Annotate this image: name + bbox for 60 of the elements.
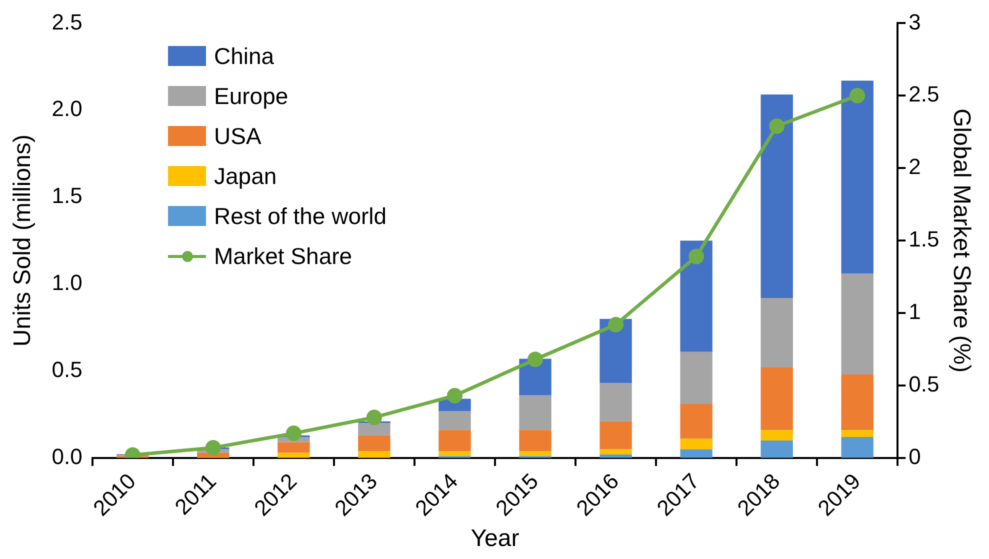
y-tick-label: 2.0 (52, 96, 82, 122)
bar (841, 430, 874, 438)
bar (760, 368, 793, 430)
bar (600, 449, 632, 454)
legend-label: China (214, 42, 274, 70)
bar (600, 383, 632, 422)
bar (841, 374, 874, 430)
y-tick-label: 0.0 (52, 444, 82, 469)
bar (841, 437, 874, 458)
legend-label: Rest of the world (214, 202, 387, 230)
point (205, 440, 221, 456)
bar (680, 240, 712, 352)
bar (519, 395, 552, 430)
bar (519, 450, 552, 456)
bar (438, 410, 471, 430)
bar (760, 298, 793, 368)
y2-tick-label: 3 (908, 9, 921, 34)
y2-tick-label: 2 (908, 154, 921, 180)
y2-tick-label: 0 (908, 444, 921, 469)
bar (760, 430, 793, 441)
point (286, 426, 302, 442)
bar (760, 94, 793, 298)
point (528, 352, 544, 368)
x-axis-title: Year (470, 525, 520, 552)
bar (841, 80, 874, 274)
y2-tick-label: 1.5 (908, 226, 940, 252)
y-tick-label: 1.0 (52, 270, 82, 296)
y-tick-label: 1.5 (52, 183, 82, 208)
bar (519, 430, 552, 451)
bar (760, 440, 793, 458)
y-tick-label: 2.5 (52, 9, 82, 34)
legend-label: USA (214, 122, 262, 150)
bar (680, 449, 712, 458)
bar (358, 423, 390, 436)
y-axis-title: Units Sold (millions) (9, 134, 36, 347)
bar (600, 421, 632, 450)
y-tick-label: 0.5 (52, 357, 82, 382)
bar (278, 452, 310, 458)
bar (841, 274, 874, 374)
bar (278, 442, 310, 453)
point (366, 410, 382, 426)
bar (680, 438, 712, 450)
bar (438, 430, 471, 451)
bar (438, 450, 471, 456)
point (769, 118, 785, 134)
y2-tick-label: 0.5 (908, 372, 940, 397)
legend-label: Market Share (214, 242, 352, 270)
point (850, 88, 866, 104)
y2-axis-title: Global Market Share (%) (948, 108, 975, 373)
bar (680, 404, 712, 439)
legend-label: Japan (214, 162, 277, 190)
bar (358, 450, 390, 458)
legend-label: Europe (214, 82, 288, 110)
point (688, 248, 704, 264)
bar (358, 435, 390, 451)
point (608, 316, 624, 332)
point (446, 388, 462, 404)
bar (680, 352, 712, 404)
y2-tick-label: 2.5 (908, 82, 940, 107)
y2-tick-label: 1 (908, 299, 921, 324)
